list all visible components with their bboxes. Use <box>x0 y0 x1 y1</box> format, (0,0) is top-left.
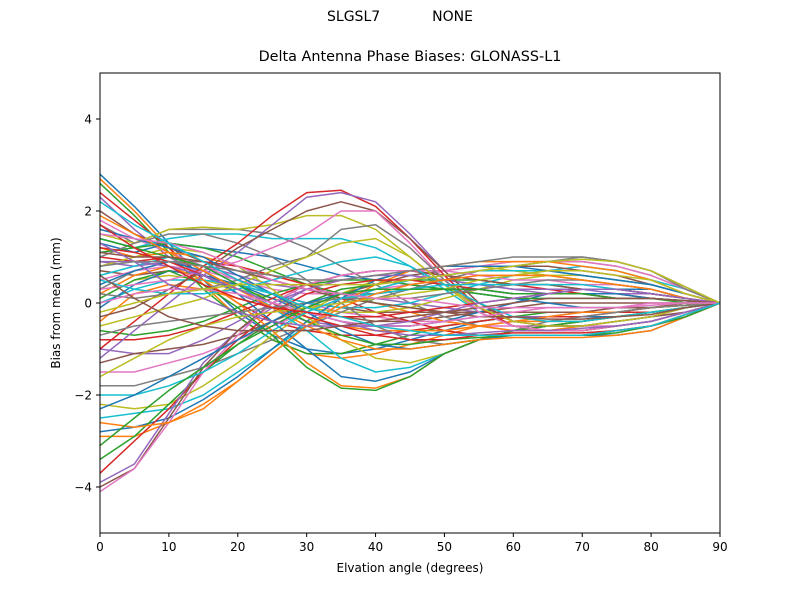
x-tick-label: 40 <box>368 540 383 554</box>
x-tick: 0 <box>96 533 104 554</box>
series-line <box>100 260 721 336</box>
x-axis-ticks: 0 10 20 30 40 50 60 70 80 90 <box>96 533 728 554</box>
x-tick: 50 <box>437 533 452 554</box>
y-tick-label: 2 <box>84 205 92 219</box>
data-series-group <box>99 173 721 493</box>
y-tick: 4 <box>84 113 100 127</box>
y-tick-label: 4 <box>84 113 92 127</box>
y-tick-label: 0 <box>84 297 92 311</box>
y-tick: 0 <box>84 297 100 311</box>
series-line <box>99 242 721 327</box>
x-tick-label: 20 <box>230 540 245 554</box>
figure-suptitle: SLGSL7 NONE <box>0 9 800 25</box>
y-tick: −4 <box>74 481 100 495</box>
x-tick: 70 <box>575 533 590 554</box>
x-tick: 10 <box>161 533 177 554</box>
x-tick-label: 30 <box>299 540 314 554</box>
x-tick-label: 50 <box>437 540 452 554</box>
series-line <box>99 201 721 336</box>
suptitle-radome: NONE <box>432 9 473 25</box>
y-axis-ticks: −4 −2 0 2 4 <box>74 113 100 495</box>
x-tick: 30 <box>299 533 314 554</box>
x-tick-label: 10 <box>161 540 176 554</box>
y-tick-label: −2 <box>74 389 92 403</box>
chart-title: Delta Antenna Phase Biases: GLONASS-L1 <box>258 49 562 65</box>
y-tick: 2 <box>84 205 100 219</box>
x-tick: 60 <box>506 533 521 554</box>
series-line <box>99 214 721 350</box>
x-tick-label: 70 <box>575 540 590 554</box>
x-tick-label: 0 <box>96 540 104 554</box>
x-axis-label: Elvation angle (degrees) <box>336 561 484 575</box>
x-tick: 40 <box>368 533 383 554</box>
series-line <box>99 274 721 428</box>
x-tick-label: 60 <box>506 540 521 554</box>
series-line <box>99 274 721 332</box>
x-tick-label: 80 <box>643 540 658 554</box>
x-tick: 90 <box>712 533 728 554</box>
series-line <box>99 258 721 313</box>
y-tick: −2 <box>74 389 100 403</box>
y-axis-label: Bias from mean (mm) <box>49 237 63 369</box>
y-tick-label: −4 <box>74 481 92 495</box>
x-tick: 80 <box>643 533 659 554</box>
series-line <box>99 233 720 309</box>
x-tick: 20 <box>230 533 245 554</box>
suptitle-station: SLGSL7 <box>327 9 381 25</box>
x-tick-label: 90 <box>712 540 727 554</box>
